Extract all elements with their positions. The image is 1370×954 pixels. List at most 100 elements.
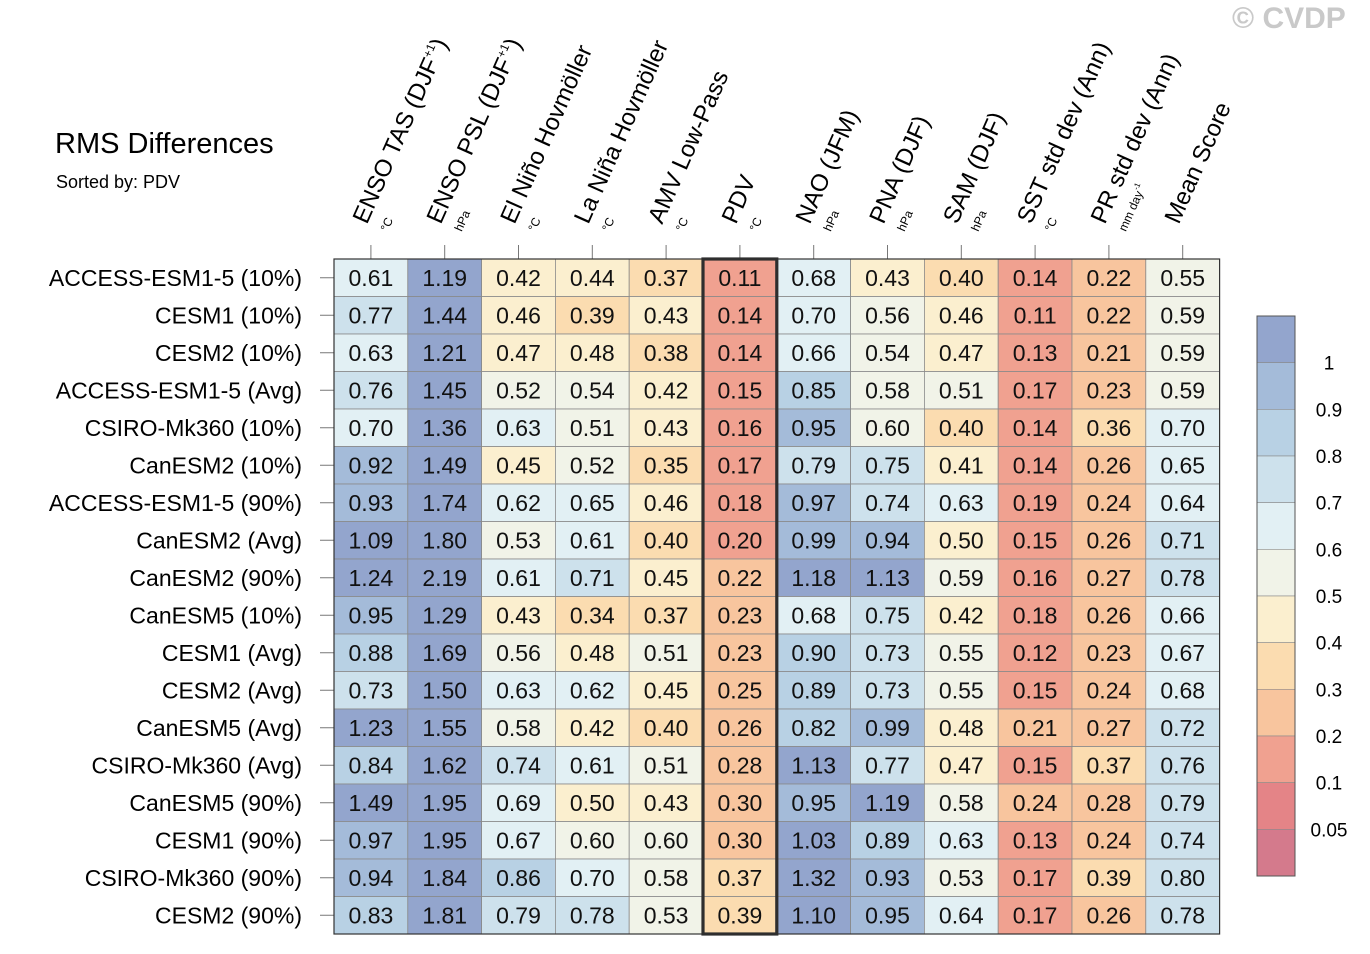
- cell-value-label: 0.19: [1013, 490, 1058, 516]
- column-header-mean-score: Mean Score: [1160, 98, 1237, 227]
- heatmap-cell: [702, 446, 778, 485]
- heatmap-cell: [407, 708, 482, 747]
- heatmap-cell: [407, 596, 482, 635]
- colorbar-tick-label: 0.9: [1316, 400, 1342, 421]
- heatmap-cell: [924, 483, 999, 522]
- cell-value-label: 0.48: [570, 340, 615, 366]
- column-unit: °C: [1042, 215, 1060, 233]
- colorbar-tick-label: 0.1: [1316, 774, 1342, 795]
- cell-value-label: 0.24: [1087, 490, 1132, 516]
- cell-value-label: 0.42: [496, 265, 541, 291]
- heatmap-cell: [333, 296, 409, 335]
- cell-value-label: 0.63: [939, 827, 984, 853]
- cell-value-label: 0.56: [496, 640, 541, 666]
- cell-value-label: 0.18: [718, 490, 763, 516]
- colorbar-tick-label: 0.8: [1316, 447, 1342, 468]
- heatmap-cell: [1145, 896, 1221, 935]
- cell-value-label: 0.39: [570, 302, 615, 328]
- heatmap-cell: [1145, 633, 1221, 672]
- heatmap-cell: [407, 371, 482, 410]
- heatmap-cell: [1071, 408, 1147, 447]
- heatmap-cell: [1071, 446, 1147, 485]
- cell-value-label: 0.21: [1087, 340, 1132, 366]
- cell-value-label: 0.84: [349, 752, 394, 778]
- cell-value-label: 0.70: [349, 415, 394, 441]
- cell-value-label: 0.78: [1160, 902, 1205, 928]
- cell-value-label: 0.71: [570, 565, 615, 591]
- heatmap-cell: [1071, 371, 1147, 410]
- cell-value-label: 1.18: [791, 565, 836, 591]
- heatmap-cell: [702, 258, 778, 297]
- cell-value-label: 0.20: [718, 527, 763, 553]
- heatmap-cell: [481, 783, 556, 822]
- cell-value-label: 0.21: [1013, 715, 1058, 741]
- column-unit: hPa: [452, 208, 474, 233]
- cell-value-label: 0.62: [570, 677, 615, 703]
- cell-value-label: 0.55: [1160, 265, 1205, 291]
- colorbar-tick-label: 0.4: [1316, 634, 1343, 655]
- colorbar-tick-label: 0.6: [1316, 540, 1342, 561]
- cell-value-label: 0.70: [791, 302, 836, 328]
- cell-value-label: 0.73: [865, 677, 910, 703]
- cell-value-label: 0.51: [939, 377, 984, 403]
- colorbar-tick-label: 0.7: [1316, 494, 1342, 515]
- heatmap-cell: [407, 521, 482, 560]
- row-label-cesm2-avg: CESM2 (Avg): [162, 677, 302, 703]
- cell-value-label: 0.58: [865, 377, 910, 403]
- heatmap-cell: [407, 333, 482, 372]
- colorbar: 1 0.9 0.8 0.7 0.6 0.5 0.4 0.3 0.2 0.1 0.05: [1256, 315, 1347, 877]
- colorbar-segment: [1256, 829, 1296, 877]
- heatmap-cell: [1071, 258, 1147, 297]
- heatmap-cell: [1145, 858, 1221, 897]
- row-label-canesm2-avg: CanESM2 (Avg): [136, 527, 302, 553]
- cell-value-label: 0.52: [570, 452, 615, 478]
- cell-value-label: 0.99: [791, 527, 836, 553]
- cell-value-label: 0.60: [865, 415, 910, 441]
- cell-value-label: 1.24: [349, 565, 394, 591]
- heatmap-cell: [628, 446, 704, 485]
- heatmap-cell: [850, 446, 925, 485]
- cell-value-label: 0.47: [939, 340, 984, 366]
- cell-value-label: 0.30: [718, 827, 763, 853]
- heatmap-cell: [1145, 746, 1221, 785]
- cell-value-label: 0.16: [1013, 565, 1058, 591]
- row-label-csiro-mk360-avg: CSIRO-Mk360 (Avg): [92, 752, 302, 778]
- heatmap-cell: [997, 746, 1073, 785]
- cell-value-label: 0.55: [939, 640, 984, 666]
- heatmap-cell: [481, 821, 556, 860]
- cell-value-label: 0.27: [1087, 565, 1132, 591]
- heatmap-cell: [481, 858, 556, 897]
- cell-value-label: 0.47: [496, 340, 541, 366]
- cell-value-label: 0.39: [718, 902, 763, 928]
- heatmap-cell: [776, 446, 851, 485]
- cell-value-label: 0.95: [791, 790, 836, 816]
- cell-value-label: 0.83: [349, 902, 394, 928]
- cell-value-label: 0.78: [1160, 565, 1205, 591]
- colorbar-segment: [1256, 642, 1296, 690]
- heatmap-cell: [702, 296, 778, 335]
- heatmap-cell: [1071, 671, 1147, 710]
- heatmap-cell: [702, 821, 778, 860]
- cell-value-label: 0.17: [1013, 377, 1058, 403]
- row-label-csiro-mk360-90: CSIRO-Mk360 (90%): [85, 865, 302, 891]
- cell-value-label: 0.43: [496, 602, 541, 628]
- heatmap-cell: [481, 596, 556, 635]
- heatmap-cell: [997, 371, 1073, 410]
- cell-value-label: 0.47: [939, 752, 984, 778]
- row-label-cesm1-avg: CESM1 (Avg): [162, 640, 302, 666]
- heatmap-cell: [333, 521, 409, 560]
- heatmap-cell: [850, 596, 925, 635]
- cell-value-label: 0.40: [644, 715, 689, 741]
- heatmap-cell: [850, 258, 925, 297]
- colorbar-segment: [1256, 782, 1296, 830]
- row-labels: ACCESS-ESM1-5 (10%) CESM1 (10%) CESM2 (10%…: [49, 265, 334, 928]
- heatmap-cell: [702, 483, 778, 522]
- heatmap-cell: [555, 408, 630, 447]
- heatmap-cell: [407, 446, 482, 485]
- cell-value-label: 0.89: [791, 677, 836, 703]
- heatmap-cell: [555, 558, 630, 597]
- cell-value-label: 0.90: [791, 640, 836, 666]
- cell-value-label: 0.94: [865, 527, 910, 553]
- heatmap-cell: [850, 708, 925, 747]
- heatmap-cell: [997, 521, 1073, 560]
